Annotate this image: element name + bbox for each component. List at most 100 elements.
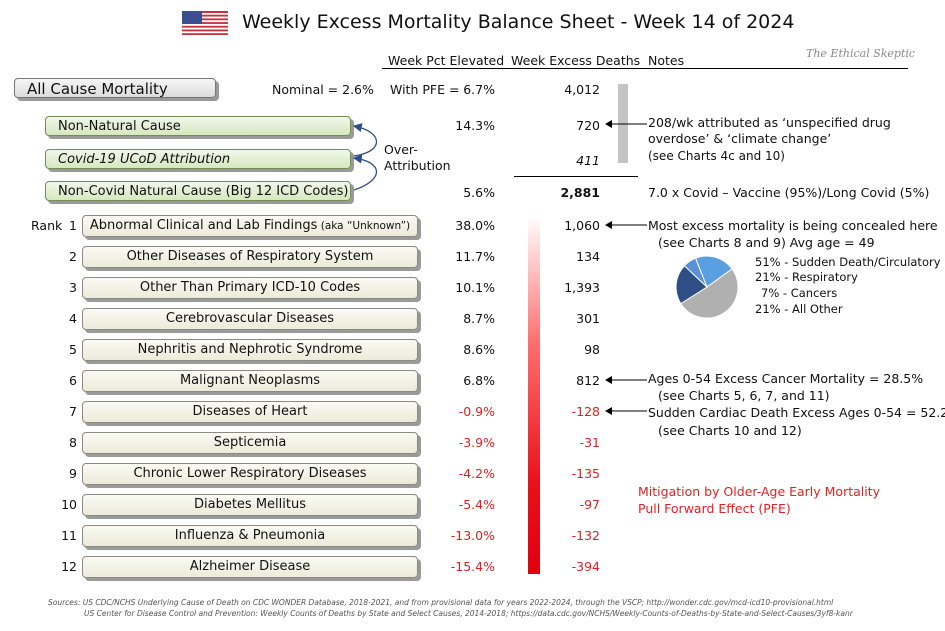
us-flag-icon [182, 11, 228, 35]
cause-label: Diabetes Mellitus [194, 497, 306, 512]
pie-slice [680, 268, 739, 319]
cancer-note-2: (see Charts 5, 6, 7, and 11) [658, 388, 830, 403]
rank-number: 11 [61, 528, 77, 543]
cause-label-box: Nephritis and Nephrotic Syndrome [82, 339, 418, 361]
arrow-left-icon [605, 376, 647, 384]
non-natural-note-1: 208/wk attributed as ‘unspecified drug [648, 115, 891, 130]
subtotal-line [514, 176, 638, 177]
mitigation-note-1: Mitigation by Older-Age Early Mortality [638, 484, 881, 499]
cause-label-box: Diseases of Heart [82, 401, 418, 423]
source-line-2: US Center for Disease Control and Preven… [84, 609, 853, 618]
mitigation-note-2: Pull Forward Effect (PFE) [638, 501, 791, 516]
cause-label-box: Alzheimer Disease [82, 556, 418, 578]
cause-label: Influenza & Pneumonia [174, 528, 326, 543]
cause-label-box: Other Diseases of Respiratory System [82, 246, 418, 268]
rank-number: 2 [69, 249, 77, 264]
nominal-value: Nominal = 2.6% [272, 82, 374, 97]
rank-number: 6 [69, 373, 77, 388]
pie-label-1: 51% - Sudden Death/Circulatory [755, 255, 941, 269]
pie-slice [694, 255, 733, 288]
cause-pct: 38.0% [455, 218, 495, 233]
cause-deaths: -394 [571, 559, 600, 574]
red-gradient-bar [528, 216, 540, 574]
watermark: The Ethical Skeptic [806, 47, 916, 60]
non-covid-pct: 5.6% [463, 185, 495, 200]
pie-label-2: 21% - Respiratory [755, 270, 858, 284]
non-natural-note-2: overdose’ & ‘climate change’ [648, 131, 832, 146]
cause-label-box: Abnormal Clinical and Lab Findings (aka … [82, 215, 418, 237]
cardiac-note-1: Sudden Cardiac Death Excess Ages 0-54 = … [648, 405, 945, 420]
cause-deaths: -97 [579, 497, 600, 512]
col-header-deaths: Week Excess Deaths [511, 53, 641, 68]
with-pfe-label: With PFE = [390, 82, 460, 97]
cause-label: Chronic Lower Respiratory Diseases [133, 466, 367, 481]
cause-deaths: 301 [576, 311, 600, 326]
concealed-note-1: Most excess mortality is being concealed… [648, 218, 938, 233]
non-covid-natural-box: Non-Covid Natural Cause (Big 12 ICD Code… [45, 181, 351, 201]
cause-label: Diseases of Heart [192, 404, 308, 419]
cause-pct: 8.7% [463, 311, 495, 326]
non-natural-pct: 14.3% [455, 118, 495, 133]
all-cause-mortality-box: All Cause Mortality [14, 78, 216, 98]
col-header-pct: Week Pct Elevated [388, 53, 505, 68]
cause-label: Malignant Neoplasms [179, 373, 321, 388]
cause-pct: -13.0% [450, 528, 495, 543]
cause-label-box: Septicemia [82, 432, 418, 454]
cause-deaths: -128 [571, 404, 600, 419]
arrow-left-icon [605, 407, 647, 415]
cause-deaths: -132 [571, 528, 600, 543]
concealed-note-2: (see Charts 8 and 9) Avg age = 49 [658, 235, 875, 250]
cause-pct: -15.4% [450, 559, 495, 574]
all-cause-pct: 6.7% [463, 82, 495, 97]
rank-number: 4 [69, 311, 77, 326]
over-label-2: Attribution [384, 158, 451, 173]
non-covid-note: 7.0 x Covid – Vaccine (95%)/Long Covid (… [648, 185, 930, 200]
non-natural-cause-box: Non-Natural Cause [45, 116, 351, 136]
cause-label-box: Chronic Lower Respiratory Diseases [82, 463, 418, 485]
non-natural-note-3: (see Charts 4c and 10) [648, 149, 785, 163]
cause-label: Abnormal Clinical and Lab Findings [89, 218, 318, 233]
rank-number: 10 [61, 497, 77, 512]
non-natural-deaths: 720 [576, 118, 600, 133]
cause-label-box: Influenza & Pneumonia [82, 525, 418, 547]
cause-pct: 8.6% [463, 342, 495, 357]
cause-pct: 11.7% [455, 249, 495, 264]
arrow-left-icon [605, 120, 647, 128]
rank-label: Rank [31, 218, 63, 233]
cause-label: Nephritis and Nephrotic Syndrome [137, 342, 363, 357]
pie-label-4: 21% - All Other [755, 302, 843, 316]
cause-sublabel: (aka “Unknown”) [317, 220, 411, 232]
pie-chart [675, 255, 739, 319]
rank-number: 9 [69, 466, 77, 481]
rank-number: 8 [69, 435, 77, 450]
rank-number: 5 [69, 342, 77, 357]
cause-pct: -5.4% [458, 497, 495, 512]
cause-label-box: Malignant Neoplasms [82, 370, 418, 392]
page-title: Weekly Excess Mortality Balance Sheet - … [242, 11, 795, 33]
arrow-left-icon [605, 221, 647, 229]
rank-number: 1 [69, 218, 77, 233]
source-line-1: Sources: US CDC/NCHS Underlying Cause of… [48, 598, 834, 607]
cause-deaths: 98 [584, 342, 600, 357]
all-cause-deaths: 4,012 [564, 82, 600, 97]
cause-label-box: Cerebrovascular Diseases [82, 308, 418, 330]
cause-deaths: 134 [576, 249, 600, 264]
cause-label: Septicemia [213, 435, 287, 450]
header-divider [382, 68, 908, 69]
covid-deaths: 411 [576, 153, 600, 168]
cause-label: Other Diseases of Respiratory System [126, 249, 374, 264]
cause-deaths: 1,060 [564, 218, 600, 233]
cause-pct: 10.1% [455, 280, 495, 295]
cause-label: Alzheimer Disease [189, 559, 311, 574]
cause-deaths: -31 [579, 435, 600, 450]
cause-label: Other Than Primary ICD-10 Codes [139, 280, 361, 295]
cardiac-note-2: (see Charts 10 and 12) [658, 423, 802, 438]
pie-slice [675, 265, 708, 305]
cause-label: Cerebrovascular Diseases [165, 311, 335, 326]
cause-label-box: Other Than Primary ICD-10 Codes [82, 277, 418, 299]
cancer-note-1: Ages 0-54 Excess Cancer Mortality = 28.5… [648, 371, 924, 386]
cause-pct: 6.8% [463, 373, 495, 388]
cause-pct: -0.9% [458, 404, 495, 419]
over-attribution-arrows [352, 123, 377, 191]
cause-deaths: 1,393 [564, 280, 600, 295]
